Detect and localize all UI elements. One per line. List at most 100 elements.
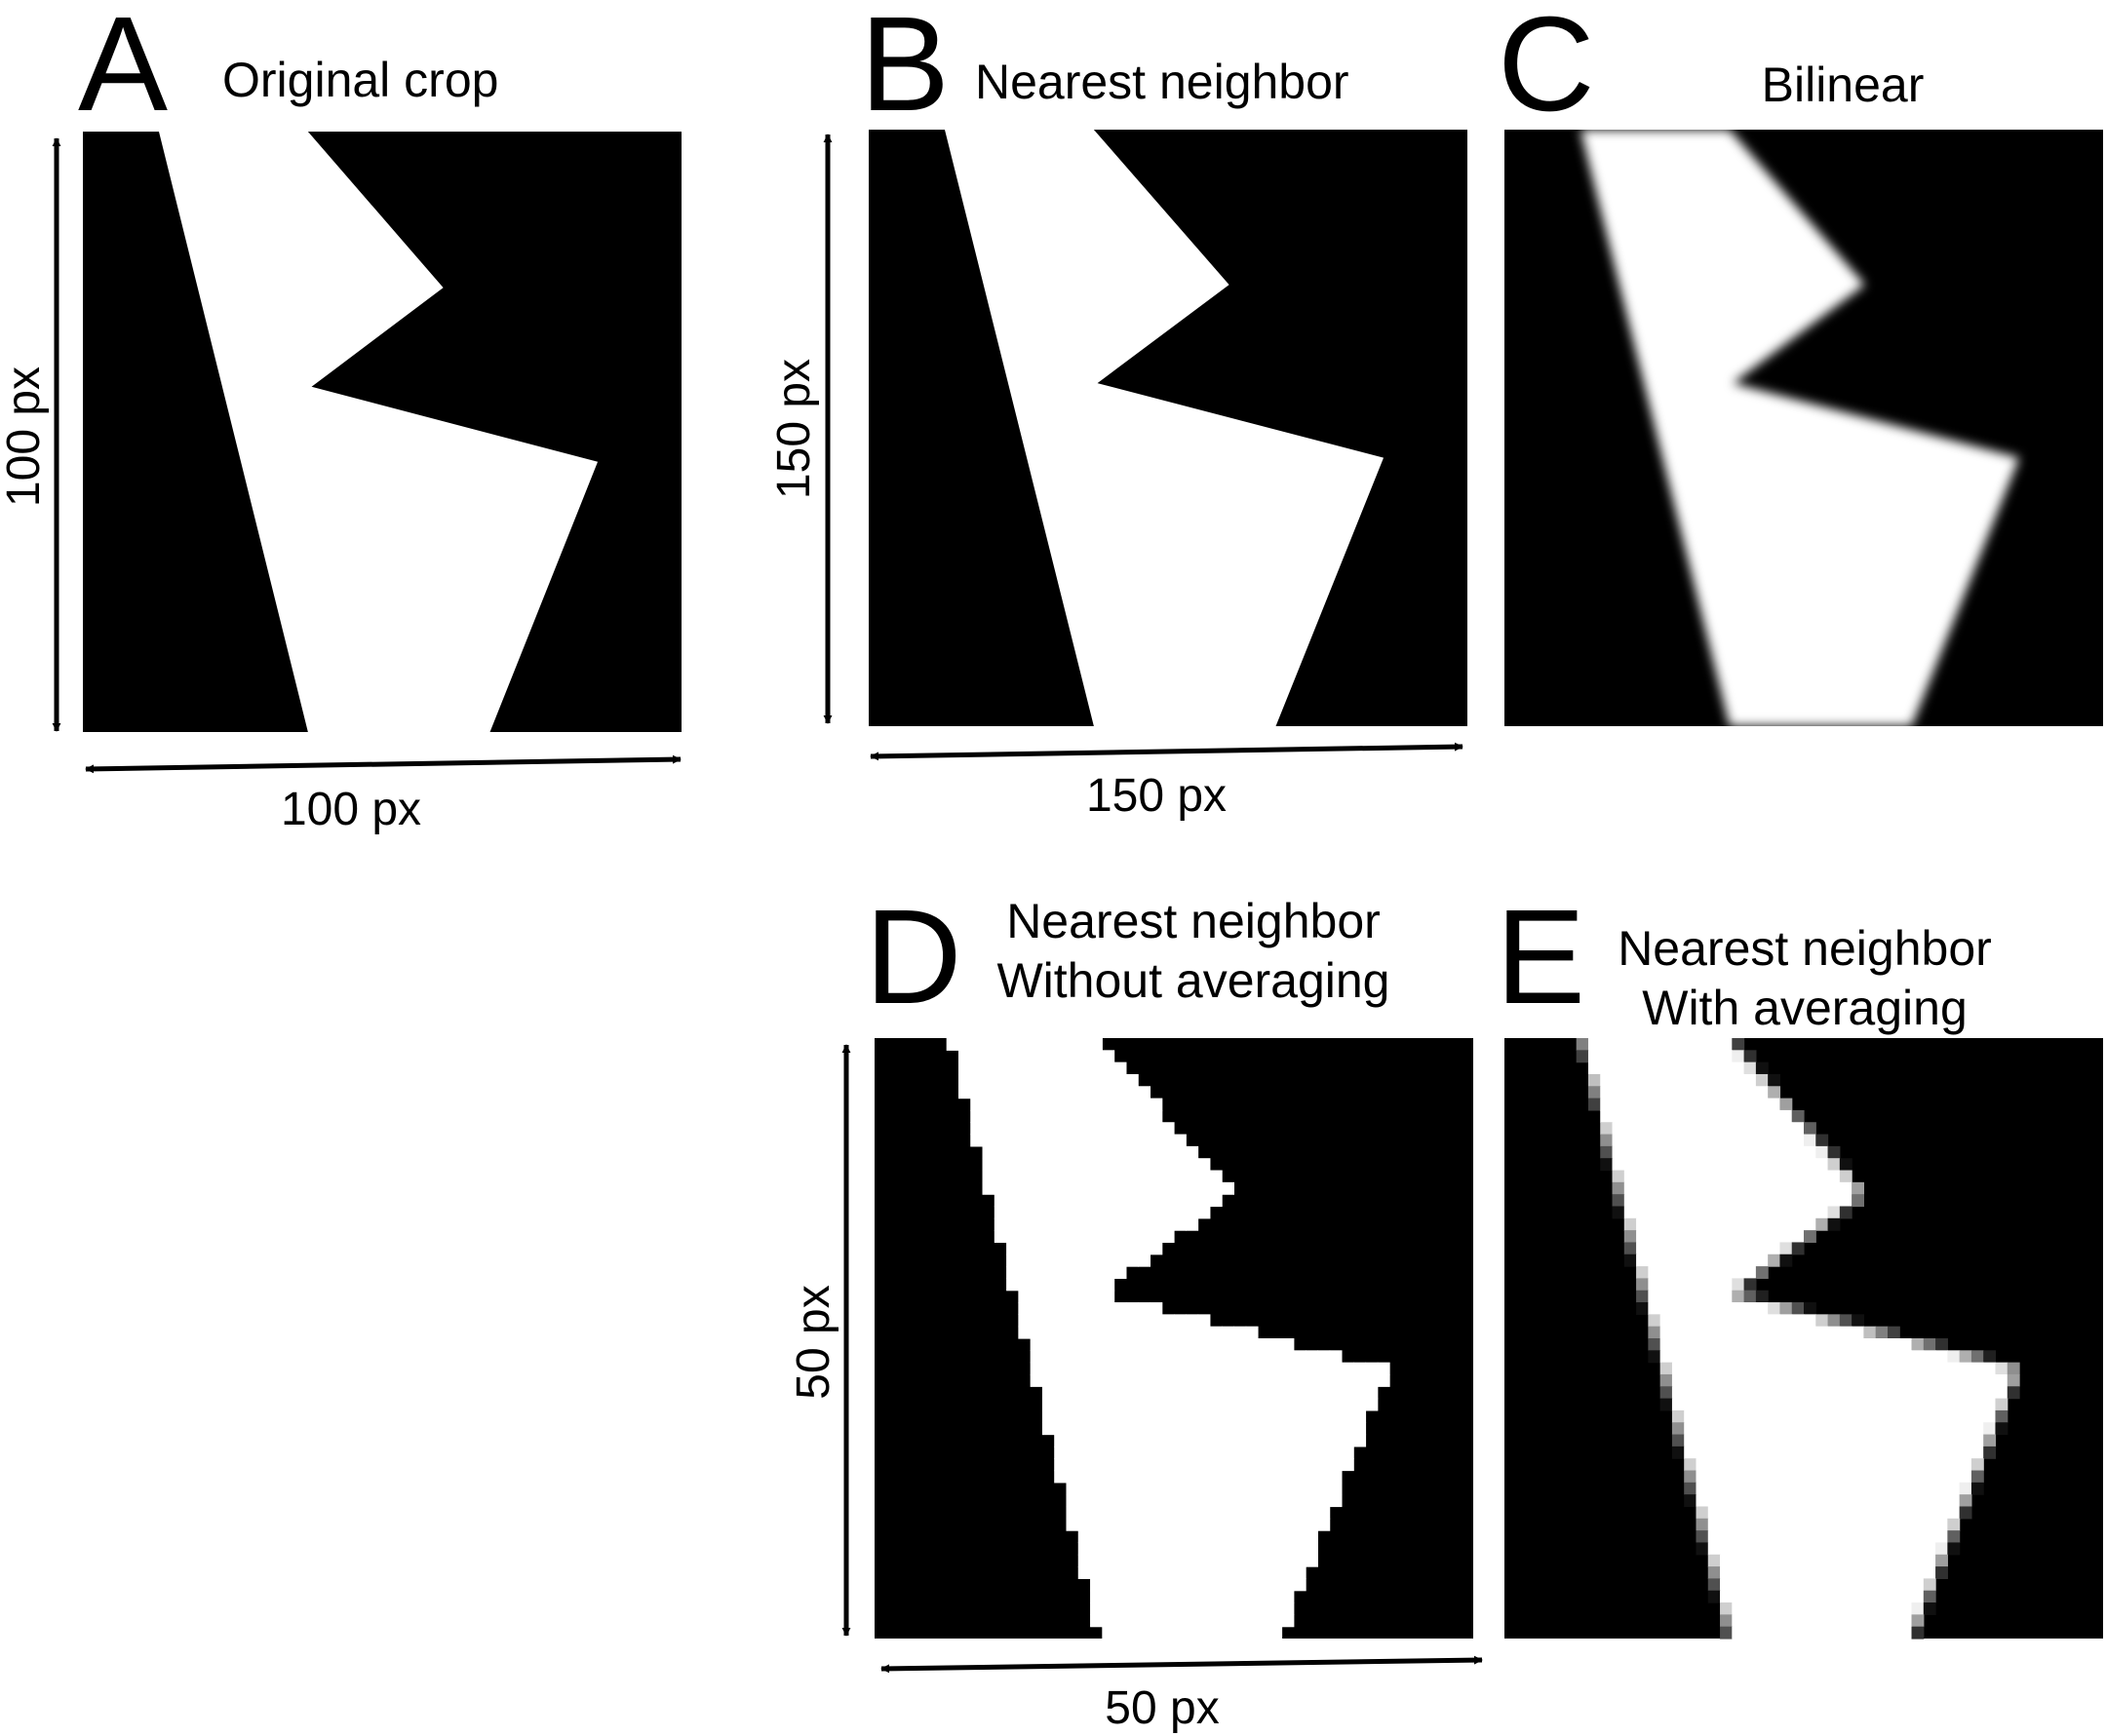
pixel-cell bbox=[1923, 1482, 1936, 1495]
pixel-cell bbox=[1245, 1470, 1259, 1484]
pixel-cell bbox=[1222, 1181, 1234, 1195]
pixel-cell bbox=[1827, 1530, 1841, 1544]
pixel-cell bbox=[1696, 1470, 1709, 1484]
pixel-cell bbox=[1125, 1554, 1139, 1567]
pixel-cell bbox=[1911, 1409, 1925, 1423]
pixel-cell bbox=[1899, 1338, 1913, 1351]
pixel-cell bbox=[1696, 1098, 1709, 1111]
pixel-cell bbox=[1341, 1373, 1354, 1387]
pixel-cell bbox=[1233, 1626, 1247, 1640]
pixel-cell bbox=[1743, 1170, 1757, 1183]
pixel-cell bbox=[1696, 1038, 1709, 1051]
pixel-cell bbox=[1041, 1266, 1055, 1279]
pixel-cell bbox=[1077, 1482, 1091, 1495]
pixel-cell bbox=[1899, 1542, 1913, 1556]
pixel-cell bbox=[1030, 1158, 1043, 1172]
pixel-cell bbox=[1779, 1134, 1793, 1147]
pixel-cell bbox=[1077, 1530, 1091, 1544]
pixel-cell bbox=[1150, 1181, 1163, 1195]
pixel-cell bbox=[1779, 1409, 1793, 1423]
pixel-cell bbox=[1257, 1494, 1270, 1508]
panel-d-letter: D bbox=[865, 882, 962, 1032]
pixel-cell bbox=[1995, 1386, 2008, 1400]
pixel-cell bbox=[1341, 1458, 1354, 1472]
pixel-cell bbox=[1209, 1386, 1223, 1400]
pixel-cell bbox=[1125, 1458, 1139, 1472]
pixel-cell bbox=[1197, 1194, 1211, 1208]
pixel-cell bbox=[1306, 1434, 1318, 1447]
pixel-cell bbox=[1030, 1134, 1043, 1147]
pixel-cell bbox=[1174, 1542, 1187, 1556]
pixel-cell bbox=[970, 1061, 984, 1075]
pixel-cell bbox=[1684, 1422, 1697, 1436]
pixel-cell bbox=[1768, 1566, 1781, 1579]
pixel-cell bbox=[1090, 1145, 1103, 1159]
pixel-cell bbox=[1161, 1409, 1175, 1423]
pixel-cell bbox=[1636, 1061, 1649, 1075]
pixel-cell bbox=[1353, 1434, 1367, 1447]
pixel-cell bbox=[1054, 1422, 1068, 1436]
pixel-cell bbox=[1222, 1590, 1234, 1603]
pixel-cell bbox=[1959, 1409, 1972, 1423]
pixel-cell bbox=[1648, 1230, 1661, 1244]
pixel-cell bbox=[1293, 1458, 1306, 1472]
pixel-cell bbox=[1197, 1614, 1211, 1628]
pixel-cell bbox=[1815, 1434, 1829, 1447]
pixel-cell bbox=[1671, 1302, 1685, 1315]
pixel-cell bbox=[1696, 1386, 1709, 1400]
pixel-cell bbox=[1779, 1434, 1793, 1447]
pixel-cell bbox=[1899, 1566, 1913, 1579]
pixel-cell bbox=[1150, 1626, 1163, 1640]
pixel-cell bbox=[1911, 1350, 1925, 1364]
pixel-cell bbox=[1329, 1422, 1343, 1436]
pixel-cell bbox=[1671, 1266, 1685, 1279]
pixel-cell bbox=[1743, 1109, 1757, 1123]
pixel-cell bbox=[970, 1086, 984, 1099]
pixel-cell bbox=[1804, 1338, 1816, 1351]
pixel-cell bbox=[1018, 1254, 1032, 1267]
pixel-cell bbox=[1779, 1170, 1793, 1183]
pixel-cell bbox=[1102, 1314, 1115, 1328]
pixel-cell bbox=[1696, 1422, 1709, 1436]
pixel-cell bbox=[1636, 1206, 1649, 1219]
pixel-cell bbox=[1804, 1170, 1816, 1183]
pixel-cell bbox=[1269, 1494, 1283, 1508]
pixel-cell bbox=[1233, 1386, 1247, 1400]
pixel-cell bbox=[1612, 1050, 1625, 1063]
pixel-cell bbox=[1947, 1482, 1961, 1495]
pixel-cell bbox=[1150, 1482, 1163, 1495]
pixel-cell bbox=[1768, 1230, 1781, 1244]
pixel-cell bbox=[1077, 1506, 1091, 1520]
pixel-cell bbox=[1209, 1194, 1223, 1208]
pixel-cell bbox=[1066, 1482, 1079, 1495]
pixel-cell bbox=[1947, 1494, 1961, 1508]
pixel-cell bbox=[1804, 1314, 1816, 1328]
pixel-cell bbox=[1174, 1338, 1187, 1351]
pixel-cell bbox=[1317, 1409, 1331, 1423]
pixel-cell bbox=[994, 1217, 1007, 1231]
pixel-cell bbox=[1138, 1122, 1151, 1136]
pixel-cell bbox=[1113, 1458, 1127, 1472]
pixel-cell bbox=[1671, 1122, 1685, 1136]
pixel-cell bbox=[1174, 1181, 1187, 1195]
pixel-cell bbox=[1623, 1109, 1637, 1123]
pixel-cell bbox=[1947, 1470, 1961, 1484]
pixel-cell bbox=[1209, 1350, 1223, 1364]
pixel-cell bbox=[1659, 1038, 1673, 1051]
pixel-cell bbox=[1743, 1266, 1757, 1279]
panel-e-letter: E bbox=[1496, 882, 1585, 1032]
pixel-cell bbox=[1671, 1254, 1685, 1267]
pixel-cell bbox=[1887, 1554, 1900, 1567]
pixel-cell bbox=[1102, 1278, 1115, 1292]
pixel-cell bbox=[1077, 1217, 1091, 1231]
pixel-cell bbox=[1257, 1578, 1270, 1592]
pixel-cell bbox=[1743, 1386, 1757, 1400]
pixel-cell bbox=[1815, 1518, 1829, 1531]
panel-a: A Original crop 100 px 100 px bbox=[0, 0, 682, 835]
pixel-cell bbox=[1233, 1434, 1247, 1447]
pixel-cell bbox=[1066, 1446, 1079, 1459]
pixel-cell bbox=[1815, 1386, 1829, 1400]
pixel-cell bbox=[1174, 1398, 1187, 1411]
pixel-cell bbox=[1839, 1602, 1852, 1615]
pixel-cell bbox=[1815, 1470, 1829, 1484]
